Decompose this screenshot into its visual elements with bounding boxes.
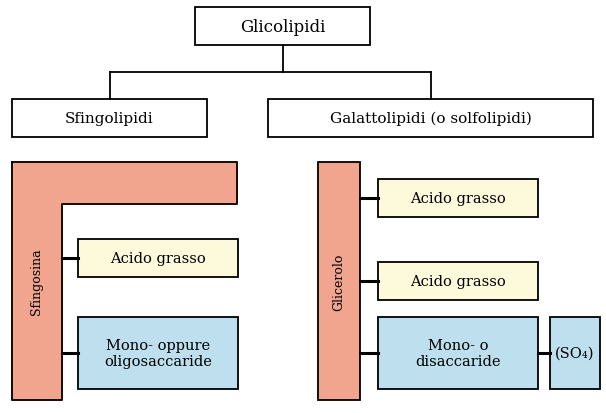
Text: Glicolipidi: Glicolipidi [240, 19, 325, 36]
FancyBboxPatch shape [378, 317, 538, 389]
Text: Galattolipidi (o solfolipidi): Galattolipidi (o solfolipidi) [330, 112, 531, 126]
FancyBboxPatch shape [378, 262, 538, 300]
FancyBboxPatch shape [12, 100, 207, 138]
Text: Acido grasso: Acido grasso [410, 274, 506, 288]
Text: Mono- oppure
oligosaccaride: Mono- oppure oligosaccaride [104, 338, 212, 368]
FancyBboxPatch shape [12, 163, 62, 400]
Text: Mono- o
disaccaride: Mono- o disaccaride [415, 338, 501, 368]
Text: Glicerolo: Glicerolo [333, 253, 345, 310]
FancyBboxPatch shape [78, 240, 238, 277]
FancyBboxPatch shape [378, 180, 538, 218]
FancyBboxPatch shape [78, 317, 238, 389]
FancyBboxPatch shape [12, 163, 237, 204]
Text: Acido grasso: Acido grasso [110, 252, 206, 266]
FancyBboxPatch shape [318, 163, 360, 400]
Text: Sfingosina: Sfingosina [30, 248, 44, 315]
FancyBboxPatch shape [195, 8, 370, 46]
FancyBboxPatch shape [550, 317, 600, 389]
Text: Sfingolipidi: Sfingolipidi [65, 112, 154, 126]
FancyBboxPatch shape [268, 100, 593, 138]
Text: (SO₄): (SO₄) [555, 346, 594, 360]
Text: Acido grasso: Acido grasso [410, 192, 506, 206]
